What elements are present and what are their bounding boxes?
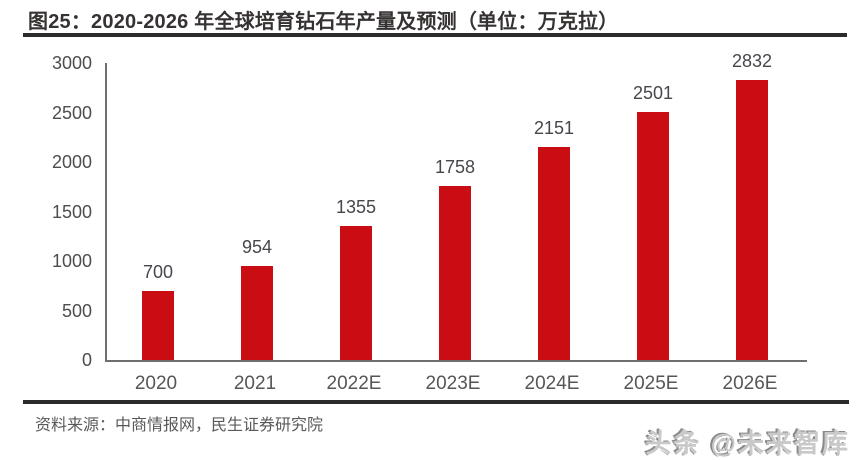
y-axis-tick-label: 3000 bbox=[51, 53, 92, 73]
bar bbox=[241, 266, 273, 360]
y-axis-tick-label: 0 bbox=[81, 350, 92, 370]
y-axis-tick-label: 1000 bbox=[51, 251, 92, 271]
bar-value-label: 2832 bbox=[731, 51, 773, 71]
y-axis-tick-label: 500 bbox=[61, 300, 92, 321]
bar bbox=[538, 147, 570, 360]
y-axis-tick-label: 2000 bbox=[51, 152, 92, 172]
x-axis-label: 2021 bbox=[233, 373, 277, 394]
title-underline bbox=[23, 33, 847, 37]
bar bbox=[439, 186, 471, 360]
y-axis-tick-label: 1500 bbox=[51, 201, 92, 222]
source-note: 资料来源：中商情报网，民生证券研究院 bbox=[35, 417, 324, 434]
x-axis-label: 2024E bbox=[524, 373, 580, 394]
watermark: 头条 @未来智库 bbox=[645, 428, 850, 458]
x-axis-label: 2025E bbox=[623, 373, 679, 394]
bar bbox=[340, 226, 372, 360]
bar-value-label: 2151 bbox=[533, 118, 575, 138]
bar-chart-plot-area: 700 954 1355 1758 2151 2501 2832 bbox=[105, 51, 807, 362]
bar-value-label: 700 bbox=[142, 262, 174, 282]
y-axis-tick-labels: 0 500 1000 1500 2000 2500 3000 bbox=[0, 54, 92, 369]
figure-title: 图25：2020-2026 年全球培育钻石年产量及预测（单位：万克拉） bbox=[28, 11, 619, 33]
bar-value-label: 954 bbox=[241, 237, 273, 257]
bar bbox=[637, 112, 669, 360]
bottom-rule bbox=[23, 400, 849, 404]
x-axis-label: 2022E bbox=[326, 373, 382, 394]
x-axis-labels: 2020 2021 2022E 2023E 2024E 2025E 2026E bbox=[105, 372, 805, 398]
bar-value-label: 1758 bbox=[434, 157, 476, 177]
bar bbox=[142, 291, 174, 360]
x-axis-label: 2023E bbox=[425, 373, 481, 394]
y-axis-tick-label: 2500 bbox=[51, 102, 92, 123]
x-axis-label: 2026E bbox=[722, 373, 778, 394]
bar-value-label: 1355 bbox=[335, 197, 377, 217]
x-axis-label: 2020 bbox=[134, 373, 178, 394]
bar-value-label: 2501 bbox=[632, 83, 674, 103]
bar bbox=[736, 80, 768, 360]
